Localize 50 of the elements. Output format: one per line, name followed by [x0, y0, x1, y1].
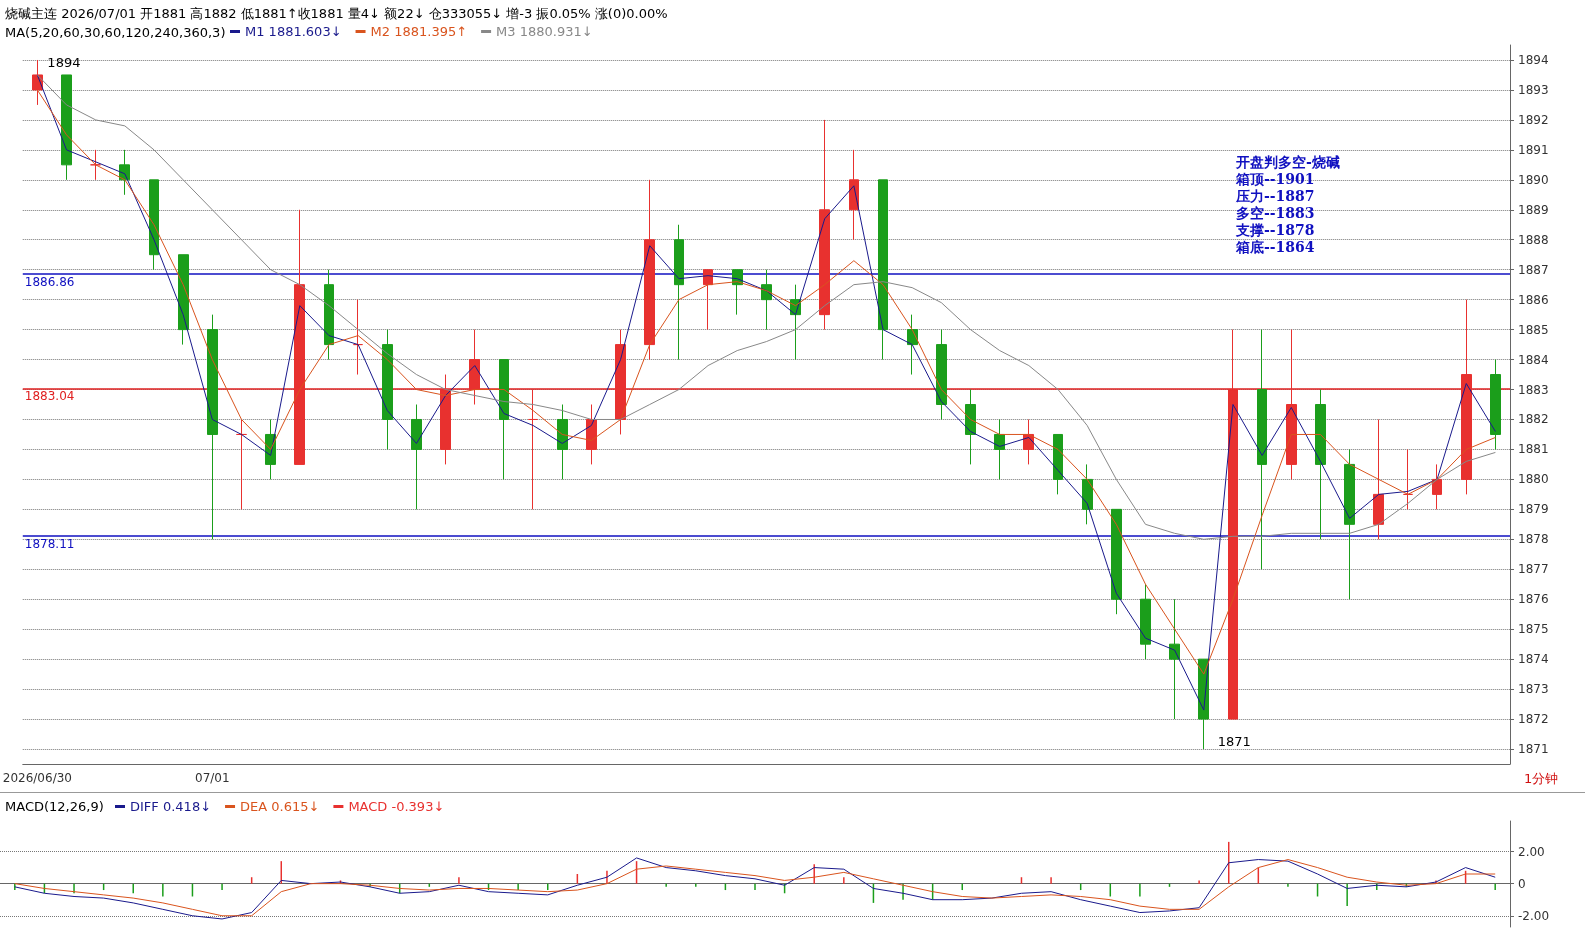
ref-line-label: 1878.11 — [24, 537, 75, 552]
y-tick-label: 1884 — [1518, 352, 1549, 367]
annotation: 多空--1883 — [1236, 205, 1315, 221]
y-tick-label: 1894 — [1518, 52, 1549, 67]
chart-subtitle: MA(5,20,60,30,60,120,240,360,3) — [5, 25, 226, 40]
chart-title: 烧碱主连 2026/07/01 开1881 高1882 低1881↑收1881 量4↓ 额22↓ 仓333055↓ 增-3 振0.05% 涨(0)0.00% — [5, 6, 668, 21]
y-tick-label: 1872 — [1518, 712, 1549, 727]
y-tick-label: 1885 — [1518, 322, 1549, 337]
y-tick-label: 1888 — [1518, 232, 1549, 247]
y-tick-label: 0 — [1518, 876, 1526, 891]
y-tick-label: 1892 — [1518, 112, 1549, 127]
legend-label: DEA 0.615↓ — [240, 799, 320, 814]
legend-label: DIFF 0.418↓ — [130, 799, 212, 814]
x-tick-label: 07/01 — [195, 771, 230, 785]
annotation: 箱底--1864 — [1235, 239, 1315, 255]
x-tick-label: 2026/06/30 — [2, 771, 72, 785]
annotation: 开盘判多空-烧碱 — [1235, 154, 1340, 170]
y-tick-label: 1886 — [1518, 292, 1549, 307]
legend-label: M3 1880.931↓ — [496, 24, 593, 39]
y-tick-label: 1881 — [1518, 442, 1549, 457]
y-tick-label: 1890 — [1518, 172, 1549, 187]
legend-label: M1 1881.603↓ — [245, 24, 342, 39]
chart-title: MACD(12,26,9) — [5, 799, 104, 814]
y-tick-label: 1873 — [1518, 682, 1549, 697]
y-tick-label: 1891 — [1518, 142, 1549, 157]
y-tick-label: 1879 — [1518, 502, 1549, 517]
annotation: 压力--1887 — [1235, 188, 1315, 204]
y-tick-label: 1874 — [1518, 652, 1549, 667]
annotation: 1871 — [1217, 734, 1251, 750]
y-tick-label: 2.00 — [1518, 844, 1545, 859]
y-tick-label: 1878 — [1518, 532, 1549, 547]
y-tick-label: 1880 — [1518, 472, 1549, 487]
y-tick-label: 1871 — [1518, 742, 1549, 757]
y-tick-label: 1887 — [1518, 262, 1549, 277]
annotation: 1894 — [47, 54, 81, 70]
y-tick-label: 1893 — [1518, 82, 1549, 97]
legend-label: MACD -0.393↓ — [348, 799, 445, 814]
y-tick-label: -2.00 — [1518, 908, 1550, 923]
legend-label: M2 1881.395↑ — [370, 24, 468, 39]
ref-line-label: 1883.04 — [24, 389, 75, 404]
y-tick-label: 1889 — [1518, 202, 1549, 217]
ref-line-label: 1886.86 — [24, 274, 75, 289]
x-axis-title: 1分钟 — [1524, 771, 1559, 786]
y-tick-label: 1883 — [1518, 382, 1549, 397]
y-tick-label: 1876 — [1518, 592, 1549, 607]
y-tick-label: 1877 — [1518, 562, 1549, 577]
y-tick-label: 1882 — [1518, 412, 1549, 427]
y-tick-label: 1875 — [1518, 622, 1549, 637]
annotation: 箱顶--1901 — [1235, 171, 1315, 187]
annotation: 支撑--1878 — [1235, 222, 1315, 238]
